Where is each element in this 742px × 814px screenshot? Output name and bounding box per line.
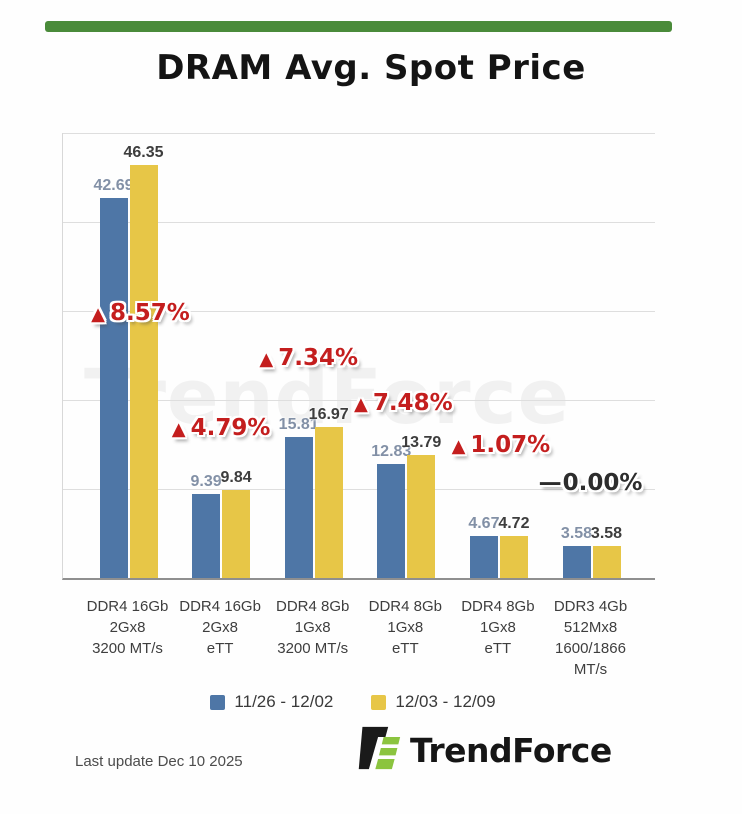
category-label-line: DDR4 16Gb: [86, 598, 169, 615]
category-label-line: DDR3 4Gb: [553, 598, 628, 615]
category-label-group3: DDR4 8Gb 1Gx8 3200 MT/s: [255, 596, 371, 659]
value-label-series1-group5: 4.67: [468, 515, 500, 532]
change-label-group5: ▲ 1.07%: [452, 432, 551, 458]
bar-series2-group5: [499, 536, 528, 578]
bar-series1-group2: [192, 494, 221, 578]
legend-swatch-icon: [371, 694, 387, 710]
bar-chart-plot-area: 42.69 9.39 15.81 12.83 4.67 3.58 46.35 9.84 16.9…: [62, 133, 655, 580]
category-label-line: 512Mx8: [563, 619, 618, 636]
bar-series1-group3: [284, 437, 313, 578]
chart-legend: 11/26 - 12/02 12/03 - 12/09: [0, 692, 724, 712]
bar-series2-group4: [407, 455, 436, 578]
category-label-line: 3200 MT/s: [92, 640, 163, 657]
up-triangle-icon: ▲: [451, 436, 466, 457]
page-title: DRAM Avg. Spot Price: [156, 48, 586, 88]
change-percent-text: 0.00%: [562, 470, 643, 496]
bar-series1-group1: [99, 198, 128, 578]
category-label-line: DDR4 16Gb: [179, 598, 261, 615]
bar-series2-group2: [222, 490, 251, 578]
category-label-line: 1Gx8: [294, 619, 331, 636]
change-label-group1: ▲ 8.57%: [91, 300, 190, 326]
top-accent-bar: [45, 21, 672, 32]
change-percent-text: 7.48%: [372, 390, 453, 416]
category-label-group4: DDR4 8Gb 1Gx8 eTT: [347, 596, 463, 659]
category-label-line: 2Gx8: [202, 619, 239, 636]
change-percent-text: 4.79%: [190, 415, 271, 441]
value-label-series1-group3: 15.81: [278, 416, 319, 433]
up-triangle-icon: ▲: [259, 349, 274, 370]
change-percent-text: 1.07%: [470, 432, 551, 458]
bar-series2-group6: [592, 546, 621, 578]
category-label-group1: DDR4 16Gb 2Gx8 3200 MT/s: [70, 596, 186, 659]
change-percent-text: 8.57%: [110, 300, 190, 326]
category-label-line: 1Gx8: [387, 619, 424, 636]
category-label-line: 1Gx8: [479, 619, 516, 636]
value-label-series2-group2: 9.84: [220, 469, 252, 486]
legend-label: 12/03 - 12/09: [395, 692, 496, 711]
category-label-line: eTT: [206, 640, 234, 657]
value-label-series1-group6: 3.58: [560, 525, 593, 542]
bar-series1-group4: [377, 464, 406, 578]
gridline-30: [63, 311, 655, 312]
change-label-group3: ▲ 7.34%: [259, 345, 358, 371]
legend-item-series1: 11/26 - 12/02: [210, 692, 333, 712]
bar-series2-group3: [314, 427, 343, 578]
category-label-line: eTT: [484, 640, 512, 657]
change-label-group2: ▲ 4.79%: [172, 415, 271, 441]
trendforce-brand: TrendForce: [356, 724, 612, 777]
category-label-group6: DDR3 4Gb 512Mx8 1600/1866 MT/s: [533, 596, 649, 680]
category-label-line: DDR4 8Gb: [276, 598, 350, 615]
bar-series1-group5: [469, 536, 498, 578]
gridline-20: [63, 400, 655, 401]
value-label-series2-group4: 13.79: [401, 434, 442, 451]
value-label-series2-group1: 46.35: [123, 144, 164, 161]
category-label-line: 1600/1866: [555, 640, 626, 657]
up-triangle-icon: ▲: [91, 304, 106, 325]
legend-swatch-icon: [210, 694, 226, 710]
value-label-series2-group5: 4.72: [498, 515, 530, 532]
category-label-line: 3200 MT/s: [277, 640, 349, 657]
value-label-series1-group1: 42.69: [93, 177, 134, 194]
bar-series2-group1: [129, 165, 158, 578]
trendforce-logo-icon: [356, 724, 402, 777]
category-label-line: DDR4 8Gb: [461, 598, 535, 615]
value-label-series1-group4: 12.83: [371, 443, 412, 460]
change-percent-text: 7.34%: [278, 345, 359, 371]
bar-series1-group6: [562, 546, 591, 578]
category-label-line: 2Gx8: [109, 619, 146, 636]
category-label-line: DDR4 8Gb: [368, 598, 442, 615]
category-label-group2: DDR4 16Gb 2Gx8 eTT: [162, 596, 278, 659]
value-label-series1-group2: 9.39: [190, 473, 222, 490]
up-triangle-icon: ▲: [353, 394, 368, 415]
value-label-series2-group3: 16.97: [308, 406, 349, 423]
trendforce-wordmark: TrendForce: [410, 731, 612, 770]
category-label-line: MT/s: [573, 661, 608, 678]
flat-dash-icon: —: [538, 470, 562, 496]
gridline-10: [63, 489, 655, 490]
category-label-line: eTT: [391, 640, 419, 657]
up-triangle-icon: ▲: [171, 419, 186, 440]
value-label-series2-group6: 3.58: [590, 525, 623, 542]
last-update-text: Last update Dec 10 2025: [75, 753, 243, 770]
gridline-40: [63, 222, 655, 223]
category-label-group5: DDR4 8Gb 1Gx8 eTT: [440, 596, 556, 659]
change-label-group6: —0.00%: [539, 470, 643, 496]
change-label-group4: ▲ 7.48%: [354, 390, 453, 416]
legend-label: 11/26 - 12/02: [234, 692, 334, 711]
legend-item-series2: 12/03 - 12/09: [371, 692, 496, 712]
gridline-50: [63, 133, 655, 134]
